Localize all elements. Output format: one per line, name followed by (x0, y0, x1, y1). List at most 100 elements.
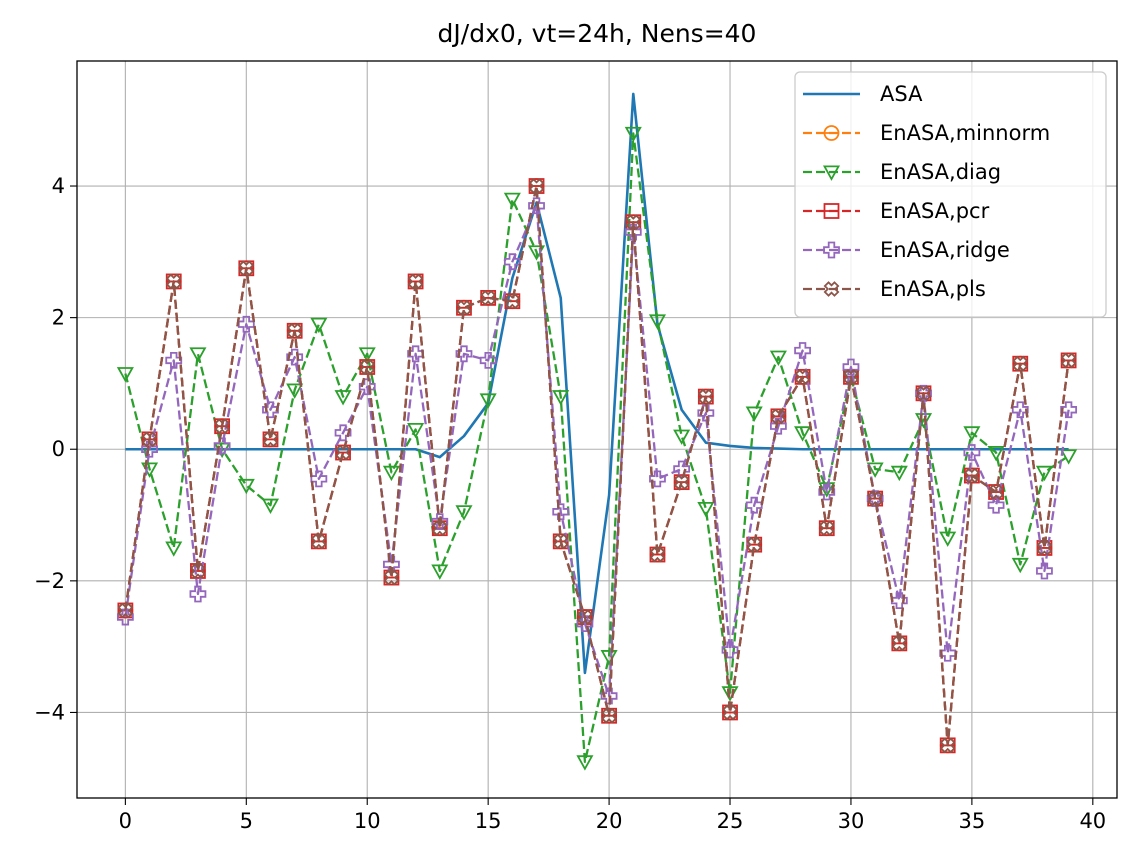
data-point (286, 322, 303, 339)
data-point (382, 465, 400, 482)
legend: ASA EnASA,minnorm EnASA,diag EnASA,pcr EnASA… (794, 71, 1107, 318)
data-point (189, 347, 207, 363)
data-point (407, 422, 425, 439)
series-enasa-pls (117, 178, 1077, 754)
legend-item: EnASA,ridge (803, 238, 1010, 262)
data-point (794, 368, 811, 385)
data-point (600, 687, 618, 705)
legend-label: EnASA,diag (880, 160, 1001, 184)
legend-item: ASA (803, 82, 923, 106)
data-point (625, 214, 642, 231)
data-point (213, 437, 231, 455)
x-tick-label: 10 (354, 809, 381, 833)
data-point (697, 388, 714, 405)
plot-frame (76, 60, 1118, 799)
data-point (456, 299, 472, 316)
data-point (843, 368, 859, 385)
data-point (407, 273, 424, 290)
data-point (116, 608, 134, 626)
data-point (238, 260, 255, 277)
x-tick-label: 20 (596, 809, 623, 833)
data-point (503, 192, 521, 209)
data-point (987, 496, 1005, 514)
x-tick-label: 35 (959, 809, 986, 833)
data-point (359, 359, 376, 375)
data-point (1012, 355, 1029, 372)
data-point (552, 503, 570, 521)
x-tick-label: 25 (717, 809, 744, 833)
data-point (480, 289, 497, 306)
chart-title: dJ/dx0, vt=24h, Nens=40 (438, 19, 757, 48)
data-point (431, 520, 448, 537)
legend-label: EnASA,pls (880, 277, 986, 301)
data-point (794, 342, 811, 359)
data-point (504, 293, 521, 310)
data-point (891, 635, 908, 652)
data-point (987, 446, 1005, 462)
axis-ticks: 0 5 10 15 20 25 30 35 40 −4 −2 0 2 4 (34, 174, 1106, 833)
x-tick-label: 30 (838, 809, 865, 833)
data-point (503, 253, 521, 271)
data-point (528, 197, 545, 215)
data-point (721, 641, 739, 659)
data-point (116, 367, 134, 383)
data-point (261, 498, 280, 515)
data-point (431, 513, 449, 531)
legend-marker (823, 281, 840, 297)
data-point (455, 345, 473, 363)
legend-label: EnASA,ridge (880, 238, 1010, 262)
data-point (746, 536, 763, 553)
data-point (818, 483, 836, 501)
data-point (818, 520, 835, 537)
data-point (214, 418, 231, 435)
data-point (1035, 465, 1053, 482)
data-point (842, 358, 860, 376)
x-tick-label: 40 (1079, 809, 1106, 833)
data-point (552, 533, 569, 550)
data-point (915, 385, 932, 402)
data-point (963, 426, 981, 442)
data-point (552, 390, 570, 406)
data-point (697, 501, 715, 518)
data-point (335, 444, 351, 461)
legend-label: ASA (880, 82, 923, 106)
data-point (262, 431, 279, 448)
legend-marker (823, 125, 840, 141)
data-point (165, 541, 183, 557)
data-point (939, 737, 956, 754)
data-point (479, 393, 497, 409)
data-point (262, 401, 279, 419)
data-point (190, 563, 206, 579)
data-point (576, 609, 593, 625)
legend-marker (823, 241, 840, 259)
data-point (648, 314, 666, 330)
data-point (383, 569, 400, 586)
data-point (165, 352, 183, 369)
y-tick-label: 4 (52, 174, 65, 198)
series-line (125, 92, 1069, 675)
y-tick-label: −4 (34, 700, 65, 724)
legend-item: EnASA,pcr (803, 199, 990, 223)
data-point (237, 478, 255, 495)
data-point (1011, 557, 1029, 574)
y-tick-label: 2 (52, 306, 65, 330)
y-tick-label: −2 (34, 569, 65, 593)
data-point (745, 496, 763, 514)
data-point (1036, 540, 1053, 556)
data-point (286, 383, 304, 399)
data-point (866, 462, 884, 478)
data-point (1036, 562, 1053, 580)
data-point (745, 406, 763, 422)
data-point (770, 408, 787, 425)
data-point (963, 467, 980, 484)
data-point (576, 755, 594, 771)
data-point (1060, 401, 1078, 419)
data-point (455, 505, 473, 521)
data-point (141, 431, 158, 448)
legend-item: EnASA,minnorm (803, 121, 1050, 145)
data-point (528, 178, 545, 194)
data-point (601, 707, 618, 724)
legend-box (794, 71, 1107, 318)
data-point (117, 602, 134, 619)
